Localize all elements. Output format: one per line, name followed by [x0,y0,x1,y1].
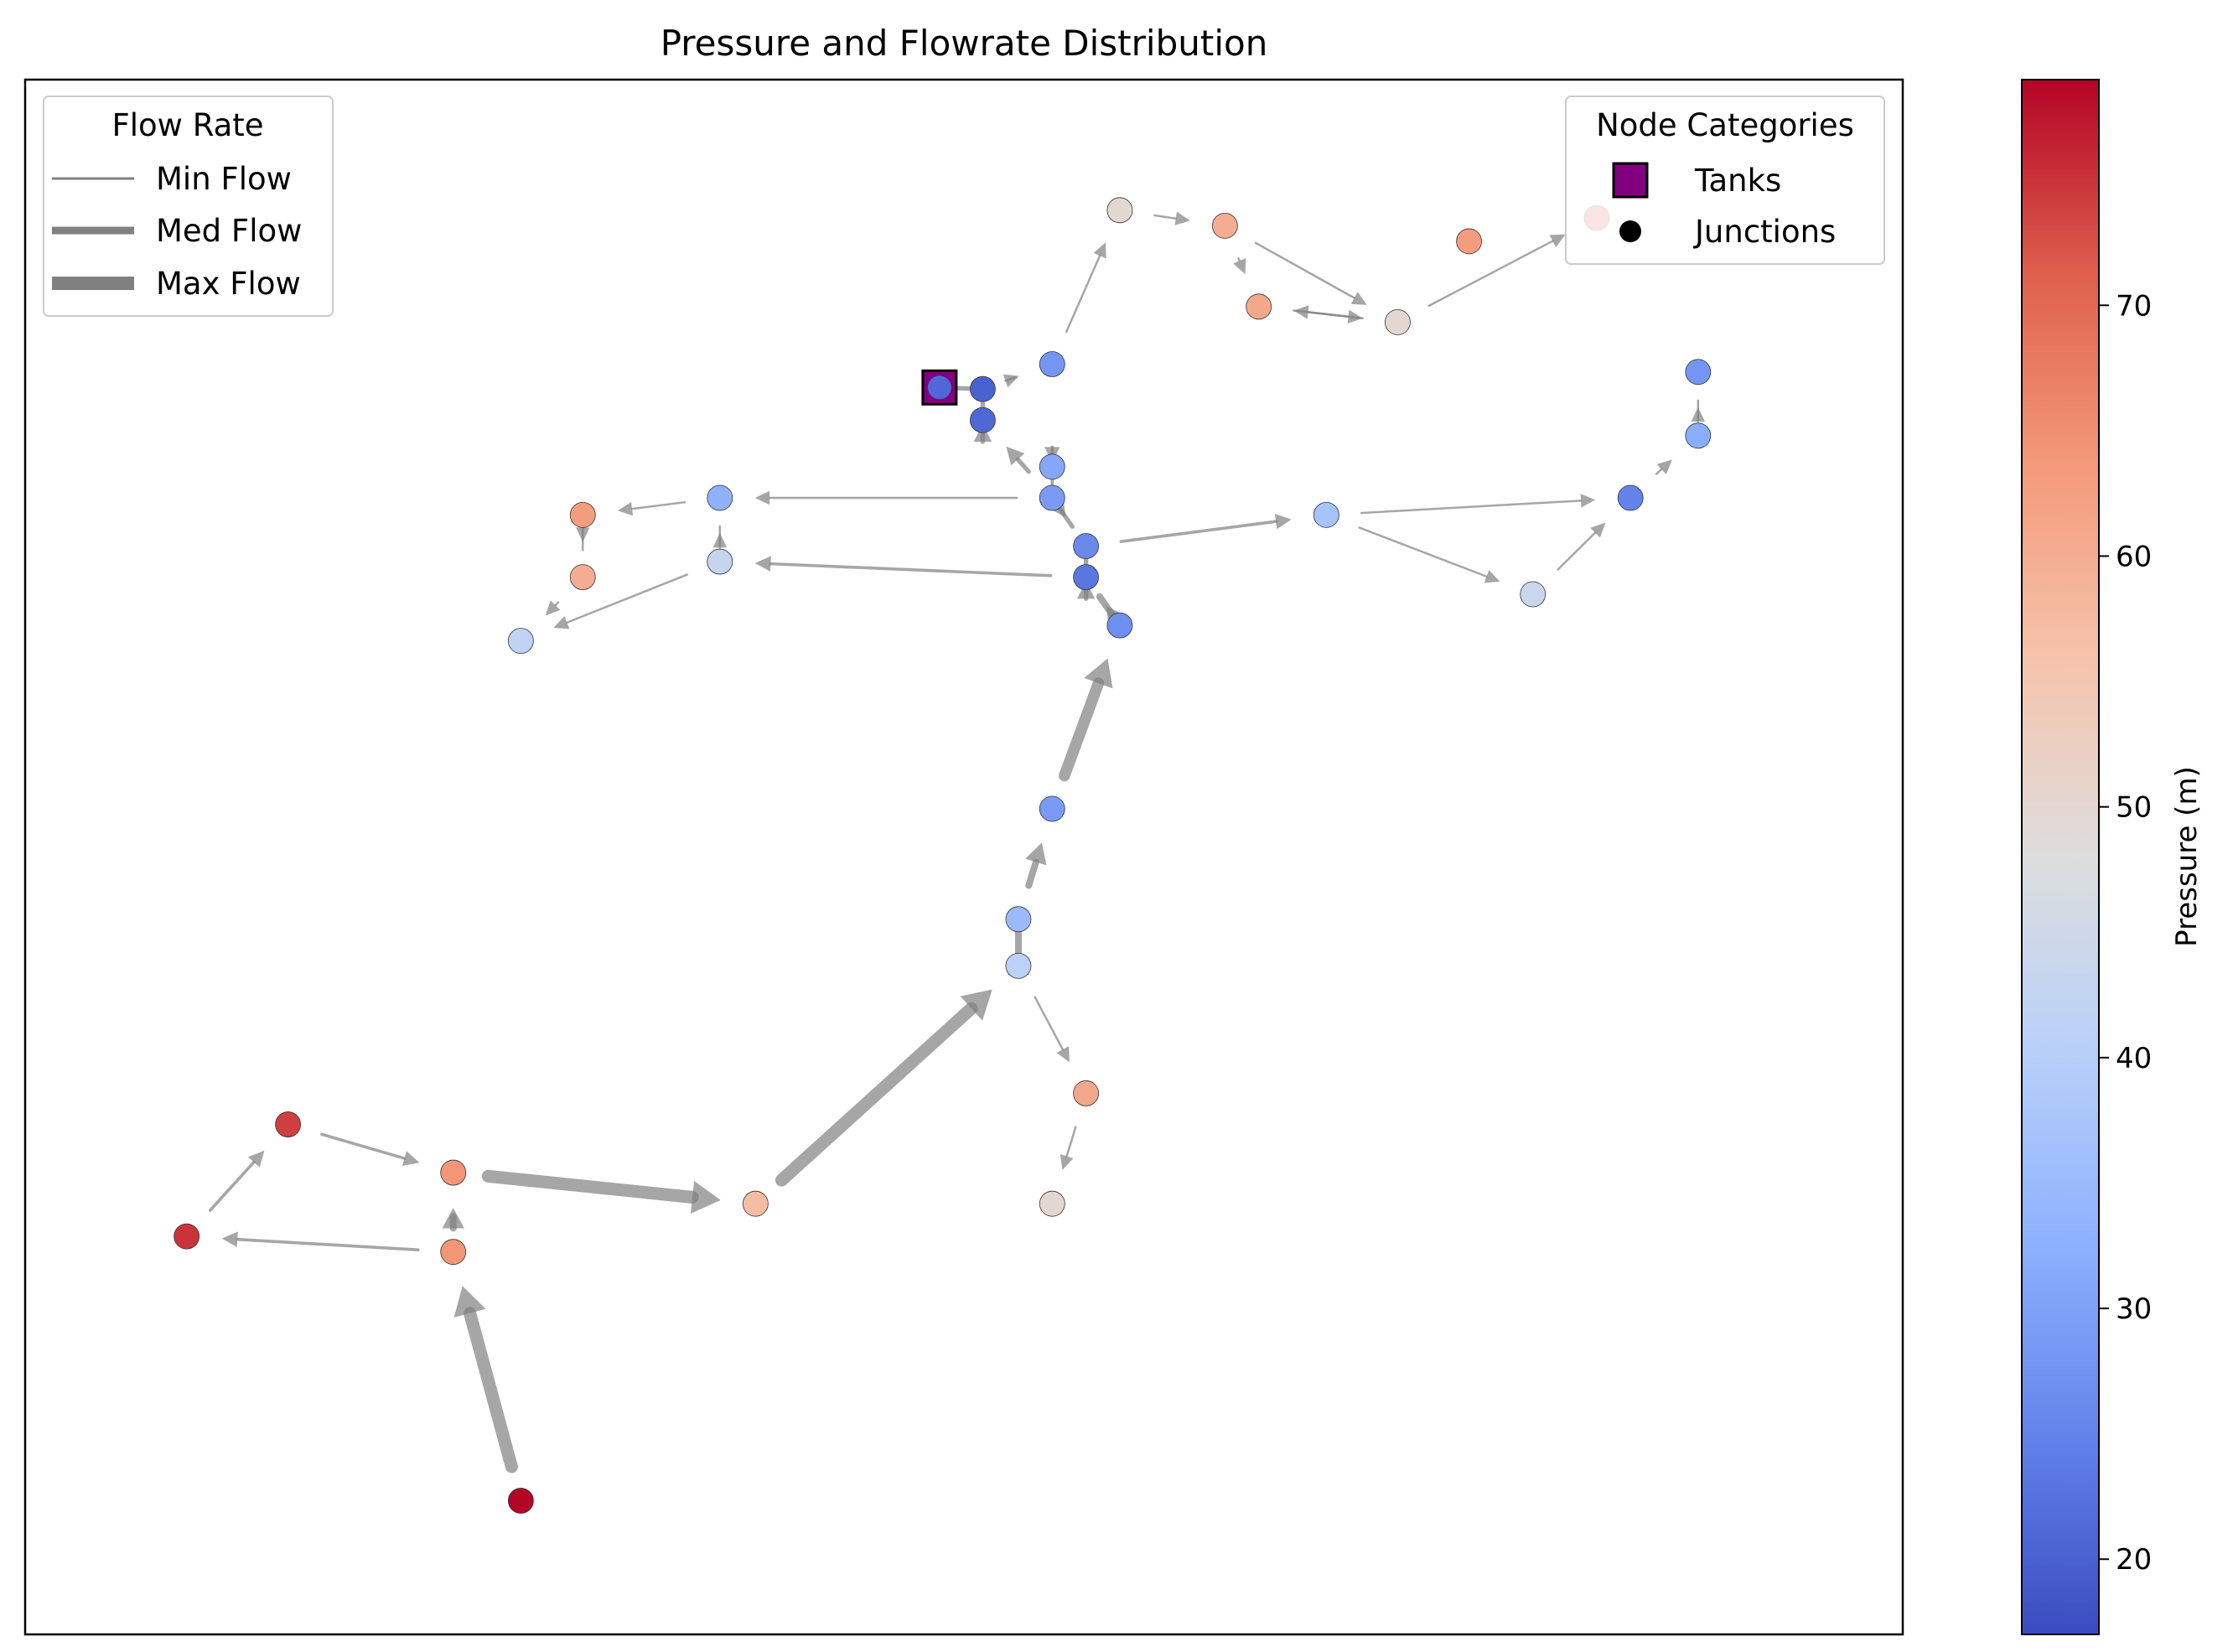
pipe-J11-J15 [754,490,1018,505]
pipe-J32-J34 [221,1231,420,1252]
flow-legend-max-label: Max Flow [156,266,301,302]
node-legend-title: Node Categories [1596,107,1854,143]
junction-node-J17 [569,502,596,528]
junction-node-J6 [1456,228,1482,255]
colorbar: 20 30 40 50 60 70 Pressure (m) [2021,79,2204,1635]
pipe-J27-J28 [1034,996,1070,1063]
pipe-J28-J29 [1060,1126,1077,1171]
flow-legend-frame [43,96,334,317]
node-legend-frame [1565,96,1885,265]
pipe-J13-J16 [754,556,1053,577]
pipe-J5-J7 [1427,234,1566,308]
flow-legend-title: Flow Rate [111,107,263,143]
colorbar-tick-label: 60 [2116,540,2152,573]
pipe-J2-J3 [1153,211,1190,225]
colorbar-tick-label: 70 [2116,289,2152,323]
junction-node-J8 [970,375,996,402]
junction-node-J14 [1106,612,1133,639]
junction-node-J11 [1039,484,1065,511]
pipe-J15-J17 [617,500,686,516]
junction-node-J23 [1685,422,1712,449]
junction-node-J10 [1039,453,1065,480]
pipe-J26-J25 [1025,842,1047,889]
pipe-J22-J23 [1655,459,1672,475]
pipe-J23-J24 [1691,399,1706,423]
colorbar-tick-label: 30 [2116,1292,2152,1326]
pipe-J3-J4 [1233,256,1246,275]
pipe-J20-J21 [1358,526,1500,583]
junction-node-J35 [507,1488,534,1514]
junction-node-J32 [440,1239,467,1266]
flow-legend-med-label: Med Flow [156,213,302,249]
pipe-J20-J22 [1360,494,1596,515]
junction-node-J2 [1106,197,1133,224]
plot-area [23,78,1904,1636]
pipe-J35-J32 [453,1286,518,1473]
chart-title: Pressure and Flowrate Distribution [661,23,1268,64]
pipe-J16-J19 [553,573,689,629]
pipe-J34-J33 [209,1150,265,1212]
junction-node-J30 [742,1190,769,1217]
junction-node-J22 [1617,484,1644,511]
nodes-layer [174,197,1712,1514]
junctions-legend-label: Junctions [1693,214,1836,250]
junction-node-J15 [707,484,733,511]
pipe-J21-J22 [1557,522,1606,571]
pipe-J17-J18 [576,526,590,552]
pipe-J33-J31 [320,1132,420,1166]
junction-node-J16 [707,548,733,575]
colorbar-tick-label: 50 [2116,791,2152,825]
flow-legend-min-label: Min Flow [156,161,292,197]
pipe-J32-J31 [442,1208,464,1232]
junction-node-J3 [1211,212,1238,239]
plot-frame [23,78,1904,1636]
junction-node-J5 [1385,308,1411,335]
pipe-J4-J5 [1293,309,1363,324]
pipe-J11-J9 [1006,446,1031,474]
pipe-J3-J5 [1254,241,1367,305]
colorbar-label: Pressure (m) [2170,766,2204,947]
junctions-legend-marker [1619,220,1641,242]
tank-pressure-marker-T1 [927,375,951,400]
pipe-J31-J30 [481,1169,721,1214]
junction-node-J21 [1520,581,1547,608]
junction-node-J12 [1073,533,1099,559]
colorbar-tick-label: 40 [2116,1042,2152,1075]
pipe-J12-J20 [1119,514,1292,543]
colorbar-ticks: 20 30 40 50 60 70 [2099,289,2152,1577]
junction-node-J34 [174,1223,200,1250]
tanks-legend-marker [1612,162,1649,199]
junction-node-J28 [1073,1080,1099,1106]
node-legend: Node Categories Tanks Junctions [1565,96,1885,265]
pipe-J8-J1 [1003,374,1019,388]
junction-node-J1 [1039,351,1065,377]
junction-node-J18 [569,564,596,590]
flow-legend: Flow Rate Min Flow Med Flow Max Flow [43,96,334,317]
junction-node-J9 [970,407,996,433]
junction-node-J24 [1685,359,1712,386]
pipe-J25-J14 [1059,658,1113,782]
junction-node-J29 [1039,1190,1065,1217]
pipe-J30-J27 [775,989,992,1187]
junction-node-J4 [1246,293,1272,320]
junction-node-J27 [1005,952,1032,979]
pipe-J18-J19 [545,600,561,616]
junction-node-J13 [1073,564,1099,590]
junction-node-J25 [1039,795,1065,822]
junction-node-J26 [1005,906,1032,933]
colorbar-gradient [2021,79,2100,1635]
junction-node-J33 [275,1111,302,1137]
junction-node-J19 [507,628,534,655]
pipe-J16-J15 [712,525,728,549]
colorbar-tick-label: 20 [2116,1543,2152,1577]
junction-node-J31 [440,1159,467,1186]
tanks-legend-label: Tanks [1694,163,1781,199]
pipe-J1-J2 [1065,242,1106,334]
junction-node-J20 [1313,502,1339,528]
